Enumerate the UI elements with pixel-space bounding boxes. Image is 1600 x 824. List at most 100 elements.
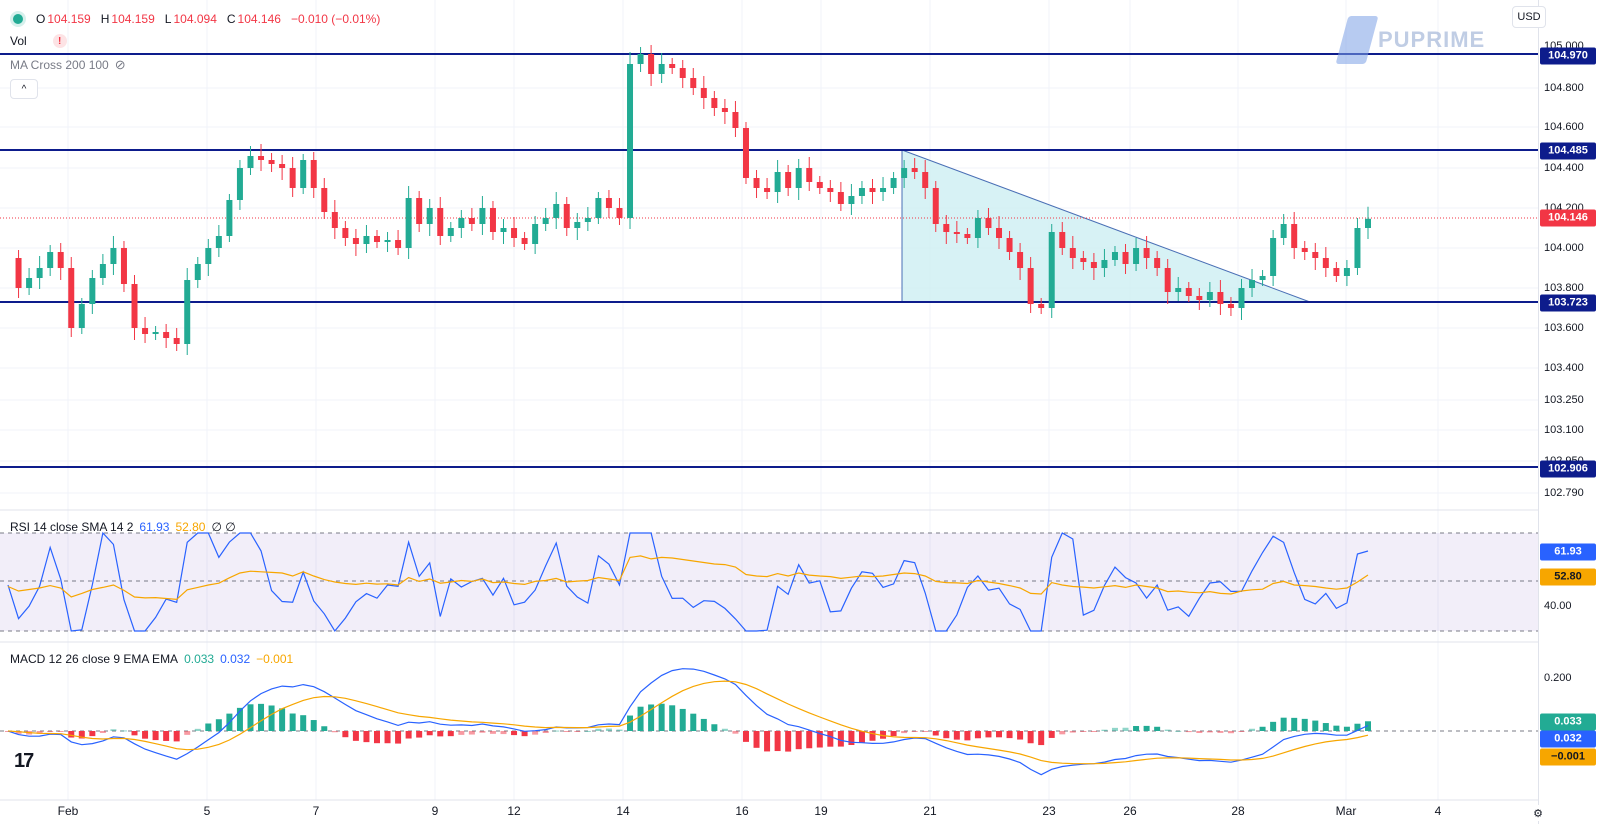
macd-hist-bar	[321, 726, 328, 731]
candle-body	[1343, 268, 1350, 276]
candle-body	[437, 208, 444, 236]
macd-hist-bar	[236, 707, 243, 731]
candle-body	[742, 128, 749, 178]
candle-body	[247, 156, 254, 168]
time-axis-label: Mar	[1335, 804, 1357, 818]
macd-hist-bar	[869, 731, 876, 741]
rsi-value: 61.93	[139, 520, 170, 534]
macd-legend[interactable]: MACD 12 26 close 9 EMA EMA 0.033 0.032 −…	[10, 652, 293, 666]
macd-hist-bar	[890, 731, 897, 737]
status-dot-icon[interactable]	[10, 11, 26, 27]
macd-hist-bar	[352, 731, 359, 741]
macd-hist-bar	[184, 731, 191, 735]
macd-hist-bar	[416, 731, 423, 738]
candle-body	[36, 268, 43, 278]
macd-hist-bar	[953, 731, 960, 740]
candle-body	[616, 208, 623, 218]
macd-signal-tag: −0.001	[1540, 748, 1596, 766]
settings-gear-icon[interactable]: ⚙	[1528, 805, 1548, 821]
vol-legend[interactable]: Vol !	[10, 34, 67, 48]
candle-body	[279, 164, 286, 168]
macd-hist-bar	[131, 731, 138, 736]
brand-watermark: PUPRIME	[1335, 16, 1485, 64]
candle-body	[321, 188, 328, 212]
candle-body	[911, 168, 918, 172]
candle-body	[1027, 268, 1034, 304]
warning-icon[interactable]: !	[52, 34, 67, 48]
candle-body	[458, 218, 465, 228]
macd-hist-bar	[152, 731, 159, 741]
macd-hist-bar	[110, 729, 117, 731]
high-value: 104.159	[111, 12, 155, 26]
time-axis-label: 28	[1231, 804, 1245, 818]
price-tick: 103.800	[1544, 282, 1584, 294]
macd-hist-bar	[1301, 718, 1308, 731]
candle-body	[1217, 292, 1224, 304]
rsi-legend[interactable]: RSI 14 close SMA 14 2 61.93 52.80 ∅ ∅	[10, 520, 236, 534]
time-axis-label: 16	[735, 804, 749, 818]
candle-body	[1301, 248, 1308, 252]
candle-body	[669, 64, 676, 68]
descending-triangle-pattern[interactable]	[901, 149, 1311, 303]
candle-body	[1322, 258, 1329, 268]
candle-body	[352, 238, 359, 244]
macd-hist-bar	[1280, 717, 1287, 731]
macd-hist-bar	[648, 704, 655, 731]
macd-hist-bar	[574, 731, 581, 732]
macd-hist-bar	[816, 731, 823, 748]
candle-body	[1238, 288, 1245, 308]
price-tick: 103.400	[1544, 362, 1584, 374]
candle-body	[827, 188, 834, 192]
candle-body	[922, 172, 929, 188]
macd-hist-bar	[437, 731, 444, 737]
currency-selector[interactable]: USD	[1512, 6, 1546, 28]
candle-body	[1059, 232, 1066, 248]
candle-body	[131, 284, 138, 328]
price-axis[interactable]	[1538, 0, 1600, 824]
candle-body	[142, 328, 149, 334]
candle-body	[521, 238, 528, 244]
time-axis-label: 19	[814, 804, 828, 818]
eye-hidden-icon[interactable]: ⊘	[114, 57, 126, 72]
macd-hist-bar	[521, 731, 528, 737]
macd-hist-tag: 0.033	[1540, 713, 1596, 731]
macd-hist-bar	[99, 731, 106, 733]
candle-body	[99, 264, 106, 278]
candle-body	[1101, 260, 1108, 268]
time-axis-label: 5	[203, 804, 211, 818]
macd-hist-bar	[57, 731, 64, 732]
macd-hist-bar	[384, 731, 391, 744]
candle-body	[447, 228, 454, 236]
chart-canvas[interactable]	[0, 0, 1538, 824]
candle-body	[1249, 280, 1256, 288]
macd-hist-bar	[595, 728, 602, 731]
macd-hist-bar	[1238, 731, 1245, 732]
ma-cross-legend[interactable]: MA Cross 200 100 ⊘	[10, 57, 126, 73]
tradingview-logo-icon[interactable]: 17	[14, 750, 34, 772]
time-axis-label: 4	[1434, 804, 1442, 818]
ohlc-legend: O 104.159 H 104.159 L 104.094 C 104.146 −0.0…	[10, 11, 382, 27]
macd-hist-bar	[721, 728, 728, 731]
macd-signal-line	[7, 680, 1369, 765]
macd-hist-bar	[1038, 731, 1045, 746]
macd-hist-bar	[310, 720, 317, 731]
price-tick: 104.800	[1544, 82, 1584, 94]
macd-hist-bar	[1069, 731, 1076, 733]
candle-body	[901, 168, 908, 178]
candle-body	[1354, 228, 1361, 268]
candle-body	[627, 64, 634, 218]
time-axis-label: 14	[616, 804, 630, 818]
macd-hist-bar	[932, 731, 939, 736]
candle-body	[258, 156, 265, 160]
candle-body	[711, 98, 718, 108]
macd-hist-bar	[858, 731, 865, 743]
candle-body	[658, 64, 665, 74]
candle-body	[1048, 232, 1055, 308]
macd-hist-bar	[553, 730, 560, 732]
candle-body	[785, 172, 792, 188]
macd-hist-bar	[142, 731, 149, 739]
collapse-legend-button[interactable]: ^	[10, 79, 38, 99]
candle-body	[1069, 248, 1076, 258]
candle-body	[468, 218, 475, 224]
candle-body	[363, 236, 370, 244]
